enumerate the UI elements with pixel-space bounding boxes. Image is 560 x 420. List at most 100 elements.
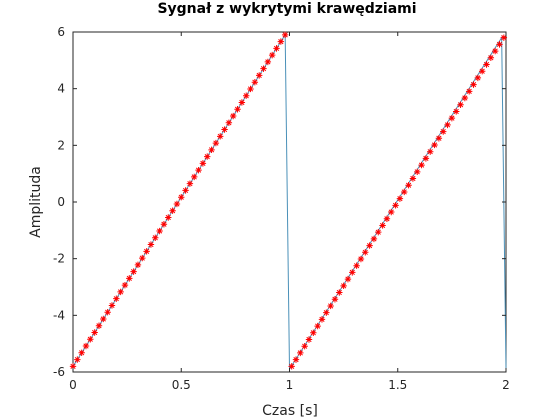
edge-marker bbox=[418, 161, 425, 169]
edge-marker bbox=[362, 249, 369, 256]
edge-marker bbox=[392, 202, 399, 209]
edge-marker bbox=[160, 221, 168, 228]
edge-marker bbox=[186, 180, 194, 187]
y-tick-label: 4 bbox=[57, 82, 65, 96]
edge-marker bbox=[134, 261, 142, 269]
x-axis-title: Czas [s] bbox=[262, 403, 318, 419]
edge-marker bbox=[277, 38, 285, 45]
edge-marker bbox=[422, 155, 430, 162]
edge-marker bbox=[230, 112, 237, 120]
edge-marker bbox=[297, 349, 304, 357]
chart-title: Sygnał z wykrytymi krawędziami bbox=[157, 1, 416, 17]
edge-marker bbox=[314, 322, 321, 330]
edge-marker bbox=[199, 160, 207, 167]
edge-marker bbox=[147, 241, 155, 248]
edge-marker bbox=[305, 336, 313, 343]
y-tick-label: -6 bbox=[53, 365, 65, 379]
edge-marker bbox=[152, 234, 159, 241]
y-tick-label: -4 bbox=[53, 308, 65, 322]
edge-marker bbox=[91, 329, 98, 336]
edge-marker bbox=[405, 182, 412, 189]
edge-marker bbox=[500, 34, 508, 41]
edge-marker bbox=[195, 166, 202, 174]
edge-marker bbox=[440, 128, 447, 135]
edge-marker bbox=[251, 78, 259, 86]
edge-marker bbox=[457, 101, 464, 108]
edge-marker bbox=[117, 288, 124, 296]
edge-marker bbox=[292, 356, 300, 363]
edge-marker bbox=[121, 281, 129, 289]
edge-marker bbox=[113, 295, 120, 302]
y-tick-label: 0 bbox=[57, 195, 65, 209]
edge-marker bbox=[323, 309, 330, 316]
edge-marker bbox=[383, 215, 391, 222]
x-tick-label: 0 bbox=[69, 378, 77, 392]
edge-marker bbox=[435, 135, 443, 142]
y-tick-label: -2 bbox=[53, 252, 65, 266]
edge-marker bbox=[427, 148, 434, 155]
edge-marker bbox=[401, 188, 408, 196]
edge-marker bbox=[388, 208, 395, 216]
edge-marker bbox=[130, 268, 137, 275]
y-axis: -6 -4 -2 0 2 4 6 bbox=[53, 25, 506, 379]
edge-marker bbox=[173, 200, 181, 208]
edge-marker bbox=[156, 227, 163, 235]
edge-marker bbox=[461, 94, 469, 102]
edge-marker bbox=[191, 173, 198, 181]
edge-marker bbox=[366, 242, 373, 249]
edge-marker bbox=[212, 139, 220, 147]
edge-marker bbox=[165, 214, 172, 221]
edge-marker bbox=[491, 47, 499, 55]
edge-marker bbox=[74, 356, 81, 363]
edge-marker bbox=[234, 106, 241, 113]
edge-marker bbox=[318, 316, 326, 323]
edge-marker bbox=[126, 275, 133, 282]
edge-marker bbox=[247, 85, 254, 93]
x-tick-label: 2 bbox=[502, 378, 510, 392]
edge-marker bbox=[444, 121, 451, 129]
edge-markers bbox=[69, 31, 508, 370]
edge-marker bbox=[336, 289, 343, 296]
edge-marker bbox=[281, 31, 289, 39]
edge-marker bbox=[349, 269, 356, 276]
x-axis: 0 0.5 1 1.5 2 bbox=[69, 32, 510, 392]
x-tick-label: 1 bbox=[286, 378, 294, 392]
edge-marker bbox=[225, 119, 233, 126]
edge-marker bbox=[327, 302, 334, 310]
edge-marker bbox=[255, 72, 263, 79]
edge-marker bbox=[243, 92, 250, 99]
edge-marker bbox=[370, 235, 378, 243]
edge-marker bbox=[331, 296, 339, 303]
edge-marker bbox=[204, 153, 211, 160]
edge-marker bbox=[409, 175, 417, 182]
edge-marker bbox=[301, 343, 308, 350]
edge-marker bbox=[487, 54, 495, 61]
edge-marker bbox=[344, 275, 352, 283]
edge-marker bbox=[470, 81, 477, 88]
edge-marker bbox=[221, 126, 228, 133]
edge-marker bbox=[208, 146, 215, 154]
x-tick-label: 0.5 bbox=[172, 378, 191, 392]
edge-marker bbox=[288, 363, 295, 370]
edge-marker bbox=[238, 99, 246, 106]
edge-marker bbox=[69, 363, 77, 370]
plot-area bbox=[72, 31, 507, 373]
edge-marker bbox=[182, 187, 189, 194]
edge-marker bbox=[108, 302, 116, 309]
x-tick-label: 1.5 bbox=[388, 378, 407, 392]
edge-marker bbox=[379, 222, 386, 229]
edge-marker bbox=[414, 168, 421, 176]
edge-marker bbox=[353, 262, 360, 269]
y-axis-title: Amplituda bbox=[28, 166, 44, 238]
edge-marker bbox=[453, 108, 460, 115]
edge-marker bbox=[340, 282, 347, 290]
edge-marker bbox=[396, 195, 404, 202]
edge-marker bbox=[310, 329, 317, 336]
edge-marker bbox=[448, 114, 456, 122]
edge-marker bbox=[217, 133, 224, 140]
edge-marker bbox=[260, 65, 267, 72]
edge-marker bbox=[87, 336, 94, 343]
edge-marker bbox=[264, 58, 272, 66]
edge-marker bbox=[273, 45, 280, 52]
